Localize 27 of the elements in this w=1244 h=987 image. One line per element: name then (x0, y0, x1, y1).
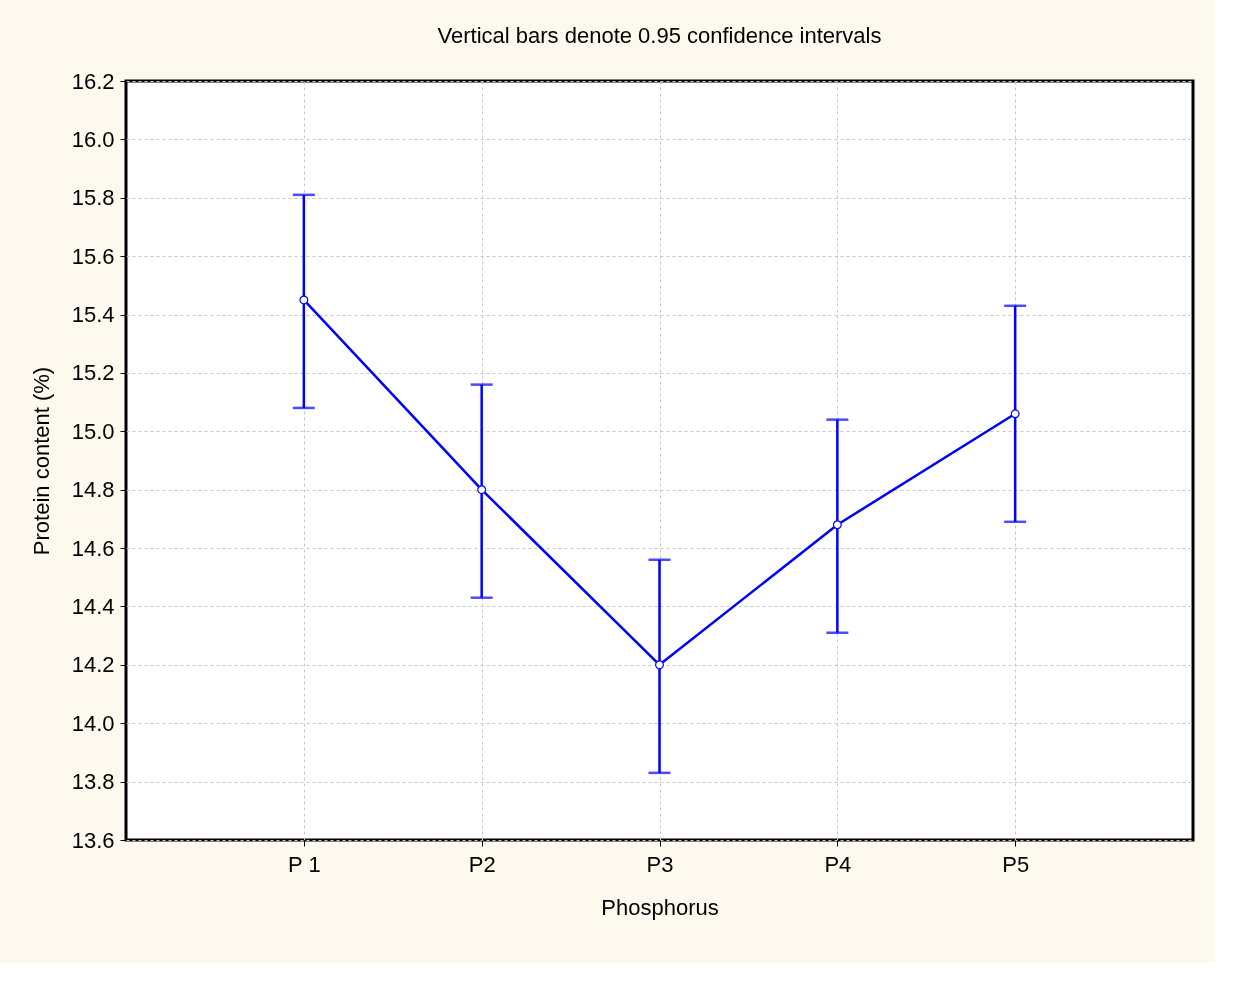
x-tick-label: P3 (646, 851, 674, 877)
y-tick-label: 15.8 (71, 185, 115, 211)
y-tick-label: 14.2 (71, 652, 115, 678)
y-tick-label: 13.6 (71, 827, 115, 853)
y-axis-title: Protein content (%) (28, 366, 54, 556)
point (832, 520, 842, 530)
x-tick-label: P 1 (288, 851, 321, 877)
y-tick-label: 14.4 (71, 593, 115, 619)
point (1010, 409, 1020, 419)
y-tick-label: 14.0 (71, 710, 115, 736)
y-tick-label: 13.8 (71, 769, 115, 795)
point (477, 485, 487, 495)
x-axis-title: Phosphorus (601, 894, 719, 920)
point (655, 660, 664, 670)
y-tick-label: 15.2 (71, 360, 115, 386)
y-tick-label: 14.6 (71, 535, 115, 561)
chart-title: Vertical bars denote 0.95 confidence intervals (437, 23, 882, 48)
y-tick-label: 14.8 (71, 477, 115, 503)
x-tick-label: P5 (1002, 851, 1030, 877)
y-tick-label: 15.6 (71, 243, 115, 269)
point (299, 295, 309, 305)
x-tick-label: P2 (468, 851, 496, 877)
y-tick-label: 15.0 (71, 418, 115, 444)
y-tick-label: 16.2 (71, 68, 115, 94)
y-tick-label: 15.4 (71, 302, 115, 328)
y-tick-label: 16.0 (71, 126, 115, 152)
x-tick-label: P4 (824, 851, 852, 877)
